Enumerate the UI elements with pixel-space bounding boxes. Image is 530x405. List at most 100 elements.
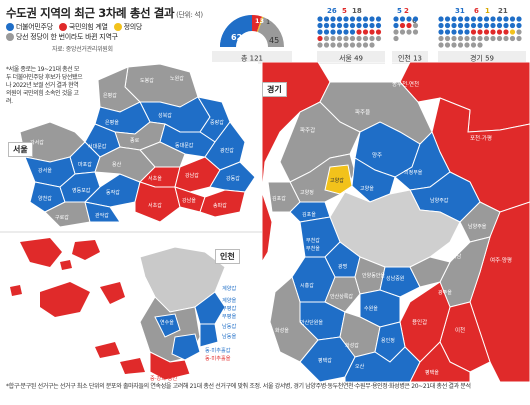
waffle-seat-dot <box>362 16 369 22</box>
waffle-seat-dot <box>509 29 516 35</box>
legend-label: 당선 정당이 한 번이라도 바뀐 지역구 <box>16 33 118 41</box>
label-hwaseong-eul: 화성을 <box>275 327 289 334</box>
incheon-bupyeong-gap[interactable] <box>199 323 219 348</box>
label-pyeongtaek-gap: 평택갑 <box>318 357 332 364</box>
label-jongno: 종로 <box>130 138 140 144</box>
waffle-seat-dot <box>490 16 496 22</box>
waffle-seat-dot <box>349 35 356 42</box>
waffle-seat-dot <box>362 42 369 48</box>
donut-changed-arc <box>257 17 285 47</box>
gyeonggi-label-bg <box>438 51 526 64</box>
waffle-seat-dot <box>516 22 522 29</box>
summary-charts: 62 13 1 45 총 121 26 5 18 서울 49 5 2 6 인천 … <box>212 7 526 64</box>
label-gangseo-eul: 강서을 <box>38 167 52 174</box>
incheon-ppp-count: 2 <box>404 7 409 15</box>
seoul-seocho-gap[interactable] <box>134 181 181 223</box>
label-gyeyang-eul: 계양을 <box>222 296 237 304</box>
incheon-waffle: 5 2 6 인천 13 <box>392 7 428 64</box>
seoul-note: *서울 종로는 19~21대 총선 모두 더불어민주당 후보가 당선됐으나 20… <box>6 66 83 105</box>
waffle-seat-dot <box>343 29 349 35</box>
waffle-seat-dot <box>509 35 516 42</box>
gyeonggi-ppp-count: 6 <box>474 7 479 15</box>
label-gimpo-gap: 김포갑 <box>272 195 286 202</box>
waffle-seat-dot <box>330 35 336 42</box>
donut-ppp-count: 13 <box>255 17 264 25</box>
waffle-seat-dot <box>356 35 362 42</box>
label-eunpyeong-gap: 은평갑 <box>103 92 117 99</box>
waffle-seat-dot <box>496 35 503 42</box>
label-yeonsu-eul: 연수을 <box>160 319 174 326</box>
waffle-seat-dot <box>323 35 330 42</box>
label-yeoju-yangpyeong: 여주·양평 <box>490 256 512 264</box>
source-credit: 자료: 중앙선거관리위원회 <box>52 46 113 53</box>
label-pocheon: 포천·가평 <box>470 134 492 142</box>
seoul-yongsan[interactable] <box>94 146 156 183</box>
label-gwangjin: 광진갑 <box>220 147 234 154</box>
waffle-seat-dot <box>399 22 406 29</box>
label-guro: 구로갑 <box>55 214 69 221</box>
waffle-seat-dot <box>369 42 375 48</box>
waffle-seat-dot <box>496 22 503 29</box>
seoul-dem-count: 26 <box>327 7 337 15</box>
dem-swatch-icon <box>6 23 14 31</box>
waffle-seat-dot <box>393 16 399 22</box>
label-jungnang: 중랑갑 <box>210 119 224 126</box>
incheon-island-8[interactable] <box>120 358 145 374</box>
incheon-island-4[interactable] <box>40 282 90 317</box>
gyeonggi-tag: 경기 <box>262 82 287 97</box>
incheon-island-5[interactable] <box>10 285 22 296</box>
incheon-island-7[interactable] <box>95 342 120 358</box>
seoul-songpa-eul[interactable] <box>199 189 246 218</box>
waffle-seat-dot <box>362 22 369 29</box>
incheon-island-1[interactable] <box>20 238 62 267</box>
label-yeongdeungpo: 영등포갑 <box>72 187 91 194</box>
incheon-yeonsu-eul[interactable] <box>154 313 181 338</box>
waffle-seat-dot <box>516 29 522 35</box>
incheon-dong-michuhol[interactable] <box>149 351 191 381</box>
waffle-seat-dot <box>503 35 509 42</box>
district-hanam[interactable] <box>409 256 451 288</box>
waffle-seat-dot <box>483 16 490 22</box>
label-yongin-gap: 용인갑 <box>412 318 427 326</box>
label-anyang-dongan-eul: 안양동안을 <box>362 272 385 279</box>
label-pyeongtaek-eul: 평택을 <box>425 369 439 376</box>
incheon-island-3[interactable] <box>60 260 72 270</box>
total-label-bg <box>212 51 292 64</box>
label-uijeongbu-eul: 의정부을 <box>404 169 423 176</box>
label-suwon-eul: 수원을 <box>364 305 378 312</box>
waffle-seat-dot <box>470 16 477 22</box>
waffle-seat-dot <box>317 35 323 42</box>
waffle-seat-dot <box>343 35 349 42</box>
district-goyang-gap[interactable] <box>324 164 353 195</box>
label-bucheon-eul: 부천을 <box>306 245 320 252</box>
label-namyangju-gap: 남양주갑 <box>430 197 449 204</box>
waffle-seat-dot <box>490 29 496 35</box>
waffle-seat-dot <box>503 22 509 29</box>
incheon-island-6[interactable] <box>100 282 125 304</box>
waffle-seat-dot <box>412 22 419 29</box>
waffle-seat-dot <box>477 35 483 42</box>
seoul-gwanak[interactable] <box>84 201 121 223</box>
waffle-seat-dot <box>317 22 323 29</box>
waffle-seat-dot <box>464 35 470 42</box>
waffle-seat-dot <box>490 22 496 29</box>
waffle-seat-dot <box>330 29 336 35</box>
waffle-seat-dot <box>317 29 323 35</box>
label-seongbuk: 성북갑 <box>158 112 172 119</box>
incheon-namdong[interactable] <box>171 333 201 361</box>
legend-item-dem: 더불어민주당 <box>6 22 53 32</box>
waffle-seat-dot <box>336 42 343 48</box>
incheon-island-2[interactable] <box>72 240 100 260</box>
incheon-label-bg <box>392 51 428 64</box>
seoul-ppp-count: 5 <box>342 7 347 15</box>
district-ansan-sangnok-gap[interactable] <box>324 276 361 313</box>
waffle-seat-dot <box>412 29 419 35</box>
incheon-gyeyang-gap[interactable] <box>194 291 226 325</box>
waffle-seat-dot <box>496 16 503 22</box>
legend-label: 더불어민주당 <box>16 23 53 31</box>
waffle-seat-dot <box>375 29 382 35</box>
waffle-seat-dot <box>483 22 490 29</box>
waffle-seat-dot <box>349 22 356 29</box>
label-siheung-gap: 시흥갑 <box>300 282 314 289</box>
district-seongnam-jungwon[interactable] <box>379 266 421 298</box>
